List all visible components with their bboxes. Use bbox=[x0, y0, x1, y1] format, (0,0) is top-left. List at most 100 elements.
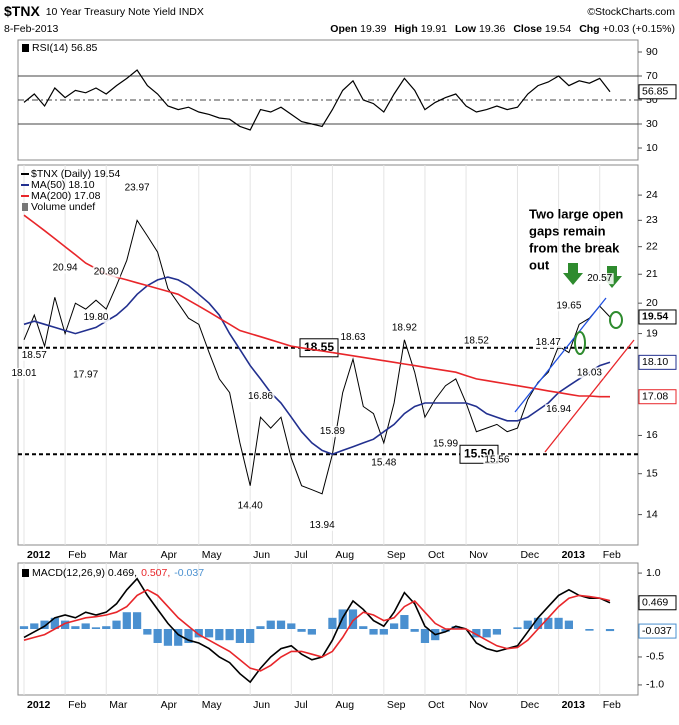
x-tick-label: Aug bbox=[335, 699, 354, 711]
series-line bbox=[23, 276, 611, 456]
y-tick-label: 90 bbox=[646, 46, 658, 58]
histogram-bar bbox=[307, 629, 316, 635]
annotation: 18.92 bbox=[392, 323, 417, 334]
x-tick-label: 2013 bbox=[562, 699, 586, 711]
panel-title: RSI(14) 56.85 bbox=[32, 42, 98, 54]
trendline bbox=[514, 297, 607, 413]
annotation-bg bbox=[246, 391, 275, 403]
y-tick-label: -1.0 bbox=[646, 679, 664, 691]
x-tick-label: Jun bbox=[253, 549, 270, 561]
annotation-bg bbox=[370, 457, 398, 469]
x-tick-label: 2012 bbox=[27, 549, 51, 561]
histogram-bar bbox=[410, 629, 419, 632]
value-box bbox=[638, 84, 677, 100]
y-tick-label: 70 bbox=[646, 70, 658, 82]
quote-value: 19.39 bbox=[360, 23, 386, 35]
series-line bbox=[23, 577, 611, 684]
x-tick-label: Oct bbox=[428, 699, 444, 711]
histogram-bar bbox=[174, 629, 183, 646]
gap-circle bbox=[574, 331, 586, 355]
legend-label: $TNX (Daily) 19.54 bbox=[31, 168, 120, 180]
title-part: 0.507, bbox=[141, 567, 170, 579]
x-tick-label: Aug bbox=[335, 549, 354, 561]
histogram-bar bbox=[369, 629, 378, 635]
histogram-bar bbox=[400, 615, 409, 629]
annotation-bg bbox=[318, 426, 347, 438]
histogram-bar bbox=[256, 626, 265, 629]
histogram-bar bbox=[163, 629, 173, 646]
histogram-bar bbox=[215, 629, 224, 641]
histogram-bar bbox=[102, 626, 111, 629]
y-tick-label: 19 bbox=[646, 327, 658, 339]
histogram-bar bbox=[276, 620, 286, 629]
quote-label: Open bbox=[330, 23, 357, 35]
annotation: 18.47 bbox=[536, 337, 561, 348]
annotation-bg bbox=[92, 266, 121, 278]
x-tick-label: Jul bbox=[294, 699, 307, 711]
title-part: MACD(12,26,9) 0.469, bbox=[32, 567, 137, 579]
annotation: 18.03 bbox=[577, 367, 602, 378]
annotation: 17.97 bbox=[73, 369, 98, 380]
annotation: 20.94 bbox=[53, 263, 78, 274]
title-part: -0.037 bbox=[174, 567, 204, 579]
annotation-bg bbox=[10, 367, 38, 379]
annotation-bg bbox=[545, 404, 573, 416]
title-glyph bbox=[22, 569, 29, 577]
annotation: 14.40 bbox=[238, 501, 263, 512]
y-tick-label: 14 bbox=[646, 508, 658, 520]
series-line bbox=[23, 69, 611, 131]
histogram-bar bbox=[492, 629, 502, 635]
histogram-bar bbox=[605, 629, 615, 632]
histogram-bar bbox=[297, 629, 306, 632]
y-tick-label: 22 bbox=[646, 240, 658, 252]
callout-line: from the break bbox=[529, 240, 620, 255]
gap-circle bbox=[609, 311, 623, 329]
y-tick-label: 20 bbox=[646, 297, 658, 309]
annotation-bg bbox=[390, 322, 419, 334]
histogram-bar bbox=[441, 629, 450, 632]
annotation: 15.56 bbox=[484, 455, 509, 466]
histogram-bar bbox=[235, 629, 245, 643]
annotation: 20.57 bbox=[587, 273, 612, 284]
annotation: 16.94 bbox=[546, 404, 571, 415]
value-box-label: -0.037 bbox=[642, 625, 672, 637]
histogram-bar bbox=[122, 612, 131, 629]
value-box bbox=[638, 354, 677, 370]
histogram-bar bbox=[225, 629, 234, 641]
x-tick-label: Nov bbox=[469, 549, 488, 561]
annotation: 19.80 bbox=[83, 312, 108, 323]
title-glyph bbox=[22, 44, 29, 52]
quote-label: High bbox=[394, 23, 417, 35]
y-tick-label: 24 bbox=[646, 189, 658, 201]
annotation-bg bbox=[431, 438, 460, 450]
value-box-label: 18.10 bbox=[642, 356, 668, 368]
annotation-bg bbox=[483, 454, 511, 466]
value-box-label: 17.08 bbox=[642, 391, 668, 403]
annotation-bg bbox=[20, 349, 49, 361]
annotation: 15.99 bbox=[433, 438, 458, 449]
source: ©StockCharts.com bbox=[587, 6, 675, 18]
x-tick-label: Feb bbox=[68, 699, 86, 711]
x-tick-label: Feb bbox=[603, 699, 621, 711]
title: 10 Year Treasury Note Yield INDX bbox=[46, 6, 204, 18]
histogram-bar bbox=[71, 626, 80, 629]
callout-line: gaps remain bbox=[529, 223, 606, 238]
histogram-bar bbox=[204, 629, 214, 638]
histogram-bar bbox=[153, 629, 162, 643]
annotation-bg bbox=[51, 262, 80, 274]
value-box bbox=[638, 389, 677, 405]
annotation-bg bbox=[123, 182, 152, 194]
histogram-bar bbox=[523, 620, 532, 629]
histogram-bar bbox=[564, 620, 573, 629]
value-box bbox=[638, 623, 677, 639]
annotation: 18.01 bbox=[11, 368, 36, 379]
y-tick-label: 16 bbox=[646, 429, 658, 441]
histogram-bar bbox=[348, 609, 358, 629]
annotation-bg bbox=[555, 300, 583, 312]
level-label: 18.55 bbox=[304, 340, 334, 354]
y-tick-label: 15 bbox=[646, 467, 658, 479]
annotation: 19.65 bbox=[556, 300, 581, 311]
annotation: 23.97 bbox=[125, 182, 150, 193]
